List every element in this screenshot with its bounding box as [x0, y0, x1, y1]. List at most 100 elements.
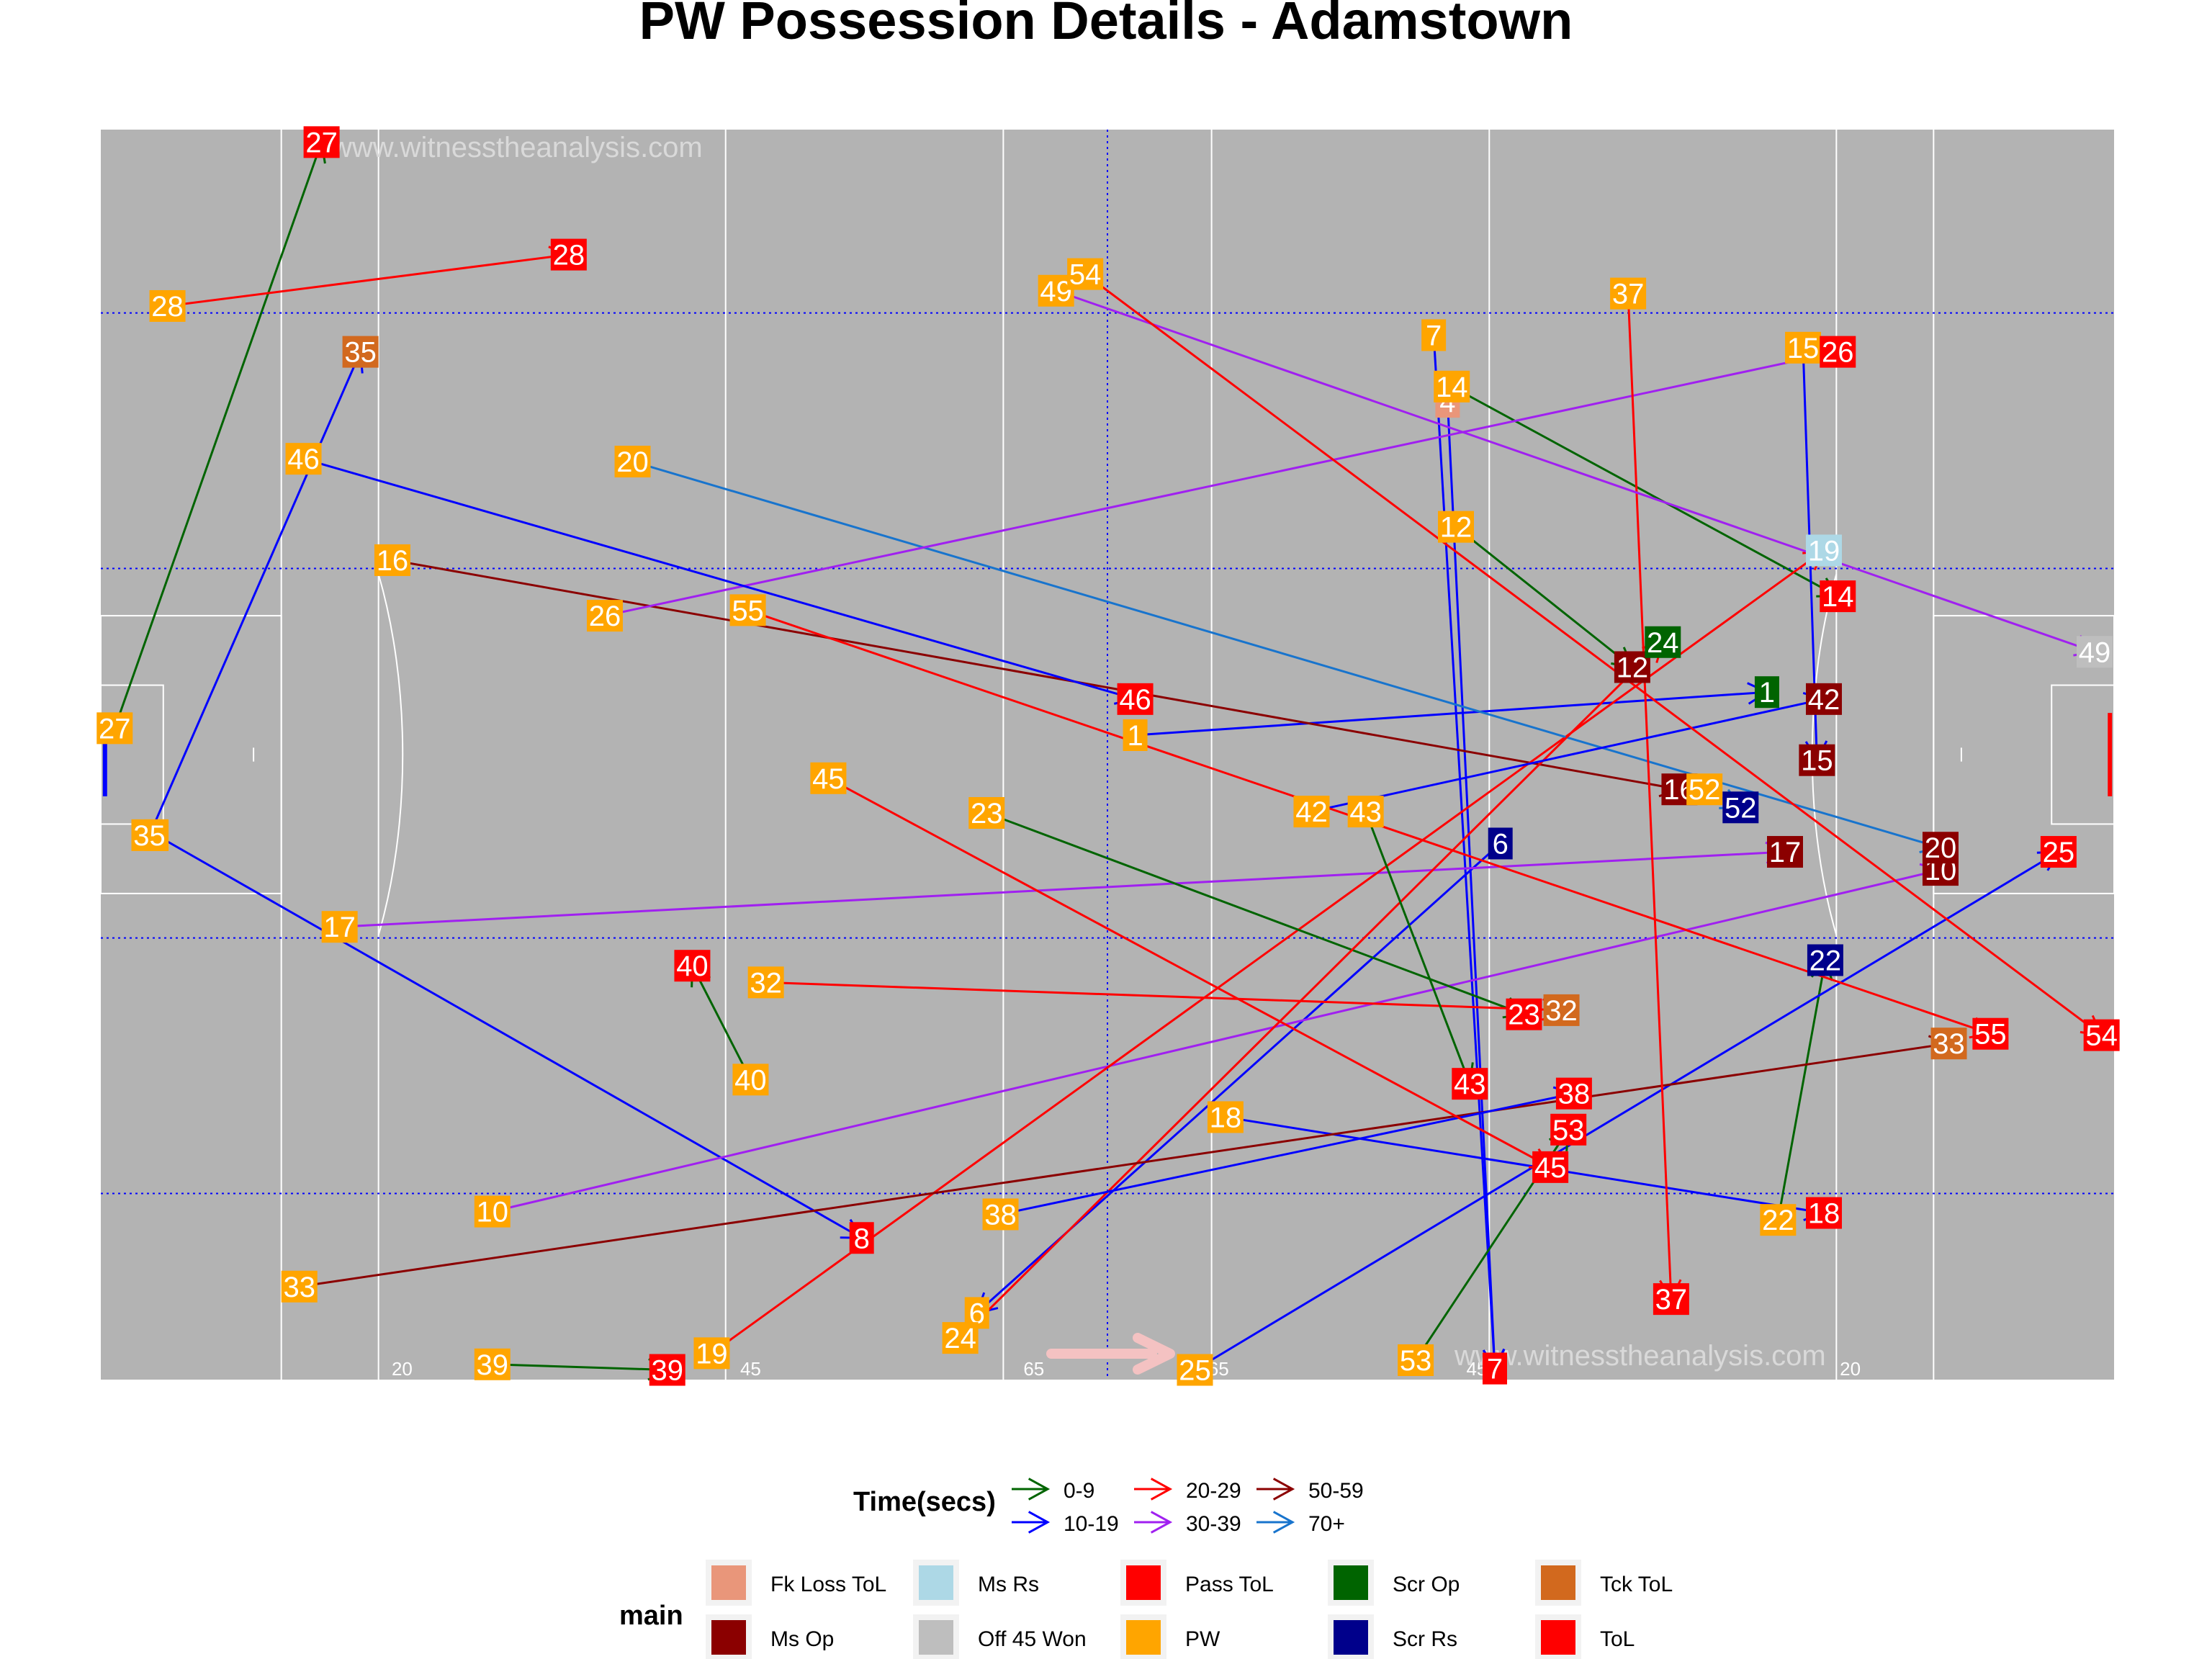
label-text-start-23: 23 — [971, 798, 1003, 830]
label-box-start-35 — [131, 819, 168, 851]
label-box-start-10 — [474, 1195, 511, 1228]
legend-main: main Fk Loss ToL Ms Rs Pass ToL Scr Op Tck To… — [619, 1560, 1673, 1659]
small-box-right — [2051, 684, 2115, 825]
label-box-start-40 — [732, 1064, 769, 1096]
label-start-15: 15 — [1785, 331, 1822, 364]
legend-main-label: Ms Rs — [978, 1573, 1039, 1596]
label-text-start-28: 28 — [151, 291, 184, 323]
legend-main-swatch — [919, 1620, 953, 1655]
label-start-39: 39 — [474, 1348, 511, 1381]
legend-time-title: Time(secs) — [853, 1487, 996, 1517]
legend-main-ToL: ToL — [1535, 1614, 1635, 1659]
label-text-start-15: 15 — [1787, 333, 1820, 364]
label-text-end-43: 43 — [1454, 1069, 1486, 1100]
label-start-25: 25 — [1177, 1354, 1213, 1386]
label-start-54: 54 — [1067, 258, 1104, 291]
legend-main-label: Scr Op — [1393, 1573, 1460, 1596]
legend-main-Ms-Rs: Ms Rs — [913, 1560, 1039, 1606]
label-text-start-22: 22 — [1762, 1205, 1794, 1236]
label-text-end-18: 18 — [1808, 1198, 1840, 1230]
label-end-8: 8 — [849, 1222, 874, 1254]
label-box-end-45 — [1532, 1151, 1569, 1183]
label-box-end-22 — [1807, 944, 1843, 976]
label-box-end-12 — [1614, 651, 1650, 683]
label-text-start-10: 10 — [477, 1197, 509, 1228]
label-text-start-54: 54 — [1069, 259, 1102, 291]
label-box-start-16 — [374, 544, 410, 576]
label-text-start-6: 6 — [1493, 828, 1509, 860]
label-box-end-40 — [674, 950, 711, 982]
legend-time-label-10-19: 10-19 — [1064, 1512, 1119, 1536]
label-end-53: 53 — [1550, 1113, 1587, 1146]
label-end-20: 20 — [1922, 832, 1959, 864]
label-box-end-37 — [1653, 1283, 1689, 1316]
legend-main-label: ToL — [1600, 1627, 1635, 1651]
possession-labels: 1144667788101012121414151516161717181819… — [96, 126, 2120, 1386]
legend-main-label: Scr Rs — [1393, 1627, 1457, 1651]
label-box-end-23 — [1506, 998, 1542, 1030]
pitch-marking-65: 65 — [1023, 1358, 1044, 1380]
label-start-16: 16 — [374, 544, 410, 577]
label-text-start-39: 39 — [477, 1349, 509, 1381]
label-text-start-18: 18 — [1210, 1102, 1242, 1133]
label-box-end-42 — [1805, 683, 1842, 715]
label-box-end-20 — [1922, 832, 1959, 864]
possession-line-25 — [1194, 850, 2059, 1371]
label-text-start-49: 49 — [1040, 276, 1072, 307]
label-text-end-53: 53 — [1552, 1115, 1585, 1146]
label-text-end-26: 26 — [1822, 337, 1854, 369]
label-box-start-23 — [968, 797, 1005, 830]
label-end-24: 24 — [1645, 626, 1681, 659]
label-end-49: 49 — [2077, 636, 2113, 668]
label-box-end-52 — [1722, 791, 1759, 824]
label-text-end-22: 22 — [1809, 945, 1842, 976]
possession-line-35 — [148, 351, 361, 836]
label-box-end-46 — [1117, 683, 1154, 715]
label-end-35: 35 — [342, 336, 379, 369]
label-box-end-39 — [649, 1354, 685, 1386]
label-box-end-24 — [1645, 626, 1681, 658]
label-text-start-1: 1 — [1127, 720, 1143, 752]
label-end-14: 14 — [1820, 580, 1856, 613]
label-text-start-52: 52 — [1689, 774, 1721, 806]
label-box-start-17 — [321, 911, 358, 943]
label-box-start-18 — [1207, 1101, 1244, 1133]
possession-line-42 — [1311, 698, 1825, 813]
label-start-12: 12 — [1437, 511, 1474, 544]
label-text-end-45: 45 — [1534, 1152, 1567, 1184]
legend-time: Time(secs) 0-9 10-19 20-29 30-39 50-59 70+ — [853, 1478, 1364, 1536]
possession-line-18 — [1225, 1115, 1825, 1215]
label-start-45: 45 — [810, 762, 847, 795]
label-start-32: 32 — [747, 966, 784, 999]
label-box-end-54 — [2083, 1019, 2120, 1051]
label-end-40: 40 — [674, 950, 711, 982]
label-box-start-45 — [810, 762, 847, 794]
label-start-46: 46 — [285, 443, 322, 475]
label-text-end-37: 37 — [1655, 1284, 1688, 1316]
possession-line-10 — [492, 868, 1941, 1213]
label-text-end-32: 32 — [1545, 995, 1578, 1027]
label-box-start-55 — [729, 594, 766, 626]
label-start-20: 20 — [614, 446, 651, 478]
legend-time-head-10-19 — [1028, 1511, 1051, 1534]
legend-main-swatch — [1541, 1620, 1575, 1655]
legend-main-swatch — [1126, 1565, 1161, 1600]
possession-line-4 — [1446, 401, 1496, 1369]
legend-time-label-30-39: 30-39 — [1186, 1512, 1241, 1536]
label-box-start-19 — [693, 1337, 730, 1370]
label-text-start-17: 17 — [323, 912, 356, 943]
possession-line-39 — [492, 1363, 667, 1371]
label-text-end-54: 54 — [2085, 1020, 2118, 1052]
label-start-18: 18 — [1207, 1101, 1244, 1133]
label-text-start-25: 25 — [1179, 1354, 1211, 1386]
label-box-start-39 — [474, 1348, 511, 1380]
label-start-53: 53 — [1398, 1344, 1434, 1377]
label-text-start-16: 16 — [377, 545, 409, 577]
label-end-37: 37 — [1653, 1283, 1689, 1316]
label-text-end-8: 8 — [854, 1223, 870, 1254]
possession-line-8 — [156, 834, 863, 1239]
label-start-43: 43 — [1347, 796, 1384, 828]
possession-line-37 — [1627, 293, 1673, 1300]
legend-time-label-20-29: 20-29 — [1186, 1479, 1241, 1503]
label-box-start-12 — [1437, 511, 1474, 543]
